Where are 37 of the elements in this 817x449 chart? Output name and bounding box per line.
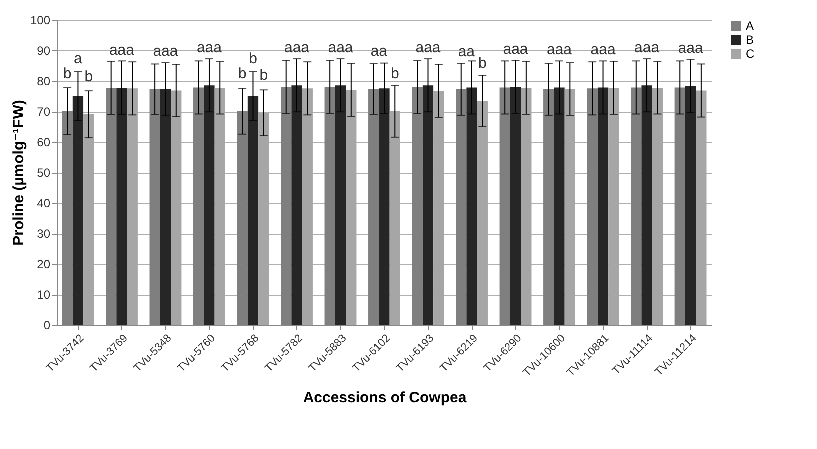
annotation: aaa <box>328 40 354 57</box>
annotation: b <box>84 68 94 86</box>
annotation: aaa <box>634 40 660 57</box>
y-tick-label: 20 <box>37 258 51 272</box>
y-tick-label: 80 <box>37 74 51 88</box>
annotation: aaa <box>503 41 529 58</box>
annotation: b <box>63 66 72 82</box>
legend-label: A <box>746 19 754 33</box>
annotation: aaa <box>678 40 704 58</box>
y-tick-label: 0 <box>44 318 51 332</box>
y-tick-label: 40 <box>37 196 51 210</box>
y-tick-label: 100 <box>30 14 51 28</box>
y-tick-label: 70 <box>37 105 51 119</box>
annotation: aa <box>458 44 476 61</box>
annotation: aaa <box>547 42 573 59</box>
annotation: b <box>390 66 400 82</box>
annotation: aaa <box>284 40 310 57</box>
x-axis-title: Accessions of Cowpea <box>303 389 468 406</box>
y-tick-label: 60 <box>37 136 51 150</box>
y-tick-label: 30 <box>37 227 51 241</box>
y-tick-label: 10 <box>37 288 51 302</box>
legend-label: C <box>746 47 755 61</box>
annotation: aaa <box>153 43 179 60</box>
annotation: aaa <box>590 42 616 59</box>
legend-label: B <box>746 33 754 47</box>
annotation: aaa <box>196 40 223 57</box>
annotation: aa <box>370 43 388 60</box>
annotation: aaa <box>416 40 442 57</box>
y-axis-title: Proline (µmolg⁻¹FW) <box>10 100 28 246</box>
y-tick-label: 90 <box>37 44 51 58</box>
annotation: b <box>238 66 247 82</box>
annotation: b <box>260 67 268 84</box>
annotation: b <box>249 50 258 68</box>
annotation: b <box>478 55 487 72</box>
y-tick-label: 50 <box>37 166 51 180</box>
annotation: aaa <box>109 42 136 60</box>
annotation: a <box>74 50 84 68</box>
